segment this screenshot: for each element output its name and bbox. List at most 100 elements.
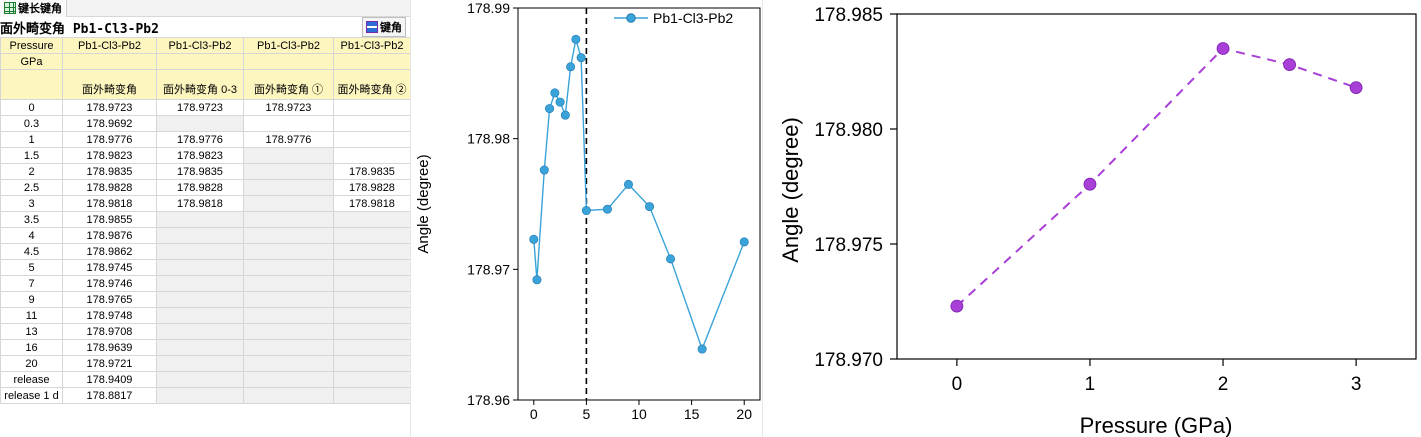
- table-cell[interactable]: 0.3: [0, 115, 63, 132]
- table-cell[interactable]: 178.9818: [156, 195, 244, 212]
- header-cell[interactable]: Pb1-Cl3-Pb2: [333, 37, 410, 54]
- table-cell[interactable]: 178.9723: [243, 99, 334, 116]
- table-cell[interactable]: [243, 243, 334, 260]
- table-cell[interactable]: [333, 131, 410, 148]
- table-cell[interactable]: [243, 115, 334, 132]
- table-cell[interactable]: 178.9692: [62, 115, 157, 132]
- table-cell[interactable]: [333, 275, 410, 292]
- table-cell[interactable]: [243, 147, 334, 164]
- table-cell[interactable]: 4: [0, 227, 63, 244]
- table-cell[interactable]: 5: [0, 259, 63, 276]
- table-cell[interactable]: [156, 323, 244, 340]
- table-cell[interactable]: 178.9723: [62, 99, 157, 116]
- table-cell[interactable]: 178.9708: [62, 323, 157, 340]
- table-cell[interactable]: 178.9823: [62, 147, 157, 164]
- table-cell[interactable]: [156, 115, 244, 132]
- table-cell[interactable]: [243, 291, 334, 308]
- table-cell[interactable]: [156, 211, 244, 228]
- table-cell[interactable]: 178.9409: [62, 371, 157, 388]
- table-cell[interactable]: 13: [0, 323, 63, 340]
- header-cell[interactable]: Pb1-Cl3-Pb2: [243, 37, 334, 54]
- table-cell[interactable]: [243, 179, 334, 196]
- table-cell[interactable]: 178.9723: [156, 99, 244, 116]
- table-cell[interactable]: [156, 371, 244, 388]
- header-cell[interactable]: GPa: [0, 53, 63, 70]
- table-cell[interactable]: 178.9828: [333, 179, 410, 196]
- table-cell[interactable]: [333, 371, 410, 388]
- table-cell[interactable]: 178.9862: [62, 243, 157, 260]
- table-cell[interactable]: [243, 323, 334, 340]
- table-cell[interactable]: [243, 259, 334, 276]
- table-cell[interactable]: [156, 291, 244, 308]
- table-cell[interactable]: 178.9721: [62, 355, 157, 372]
- header-cell[interactable]: Pressure: [0, 37, 63, 54]
- table-cell[interactable]: 178.9823: [156, 147, 244, 164]
- table-cell[interactable]: [333, 291, 410, 308]
- table-cell[interactable]: [333, 243, 410, 260]
- header-cell[interactable]: Pb1-Cl3-Pb2: [156, 37, 244, 54]
- table-cell[interactable]: 11: [0, 307, 63, 324]
- table-cell[interactable]: 178.9639: [62, 339, 157, 356]
- table-cell[interactable]: 178.9828: [62, 179, 157, 196]
- header-cell[interactable]: [62, 53, 157, 70]
- table-cell[interactable]: [156, 307, 244, 324]
- table-cell[interactable]: [156, 259, 244, 276]
- table-cell[interactable]: [333, 355, 410, 372]
- table-cell[interactable]: [333, 307, 410, 324]
- header-cell[interactable]: 面外畸变角: [62, 69, 157, 100]
- header-cell[interactable]: 面外畸变角 ①: [243, 69, 334, 100]
- table-cell[interactable]: 0: [0, 99, 63, 116]
- table-cell[interactable]: [333, 115, 410, 132]
- table-cell[interactable]: 16: [0, 339, 63, 356]
- header-cell[interactable]: 面外畸变角 0-3: [156, 69, 244, 100]
- table-cell[interactable]: 178.9855: [62, 211, 157, 228]
- table-cell[interactable]: 2.5: [0, 179, 63, 196]
- table-cell[interactable]: 178.9776: [243, 131, 334, 148]
- table-cell[interactable]: 178.9835: [62, 163, 157, 180]
- table-cell[interactable]: 1: [0, 131, 63, 148]
- table-cell[interactable]: [243, 307, 334, 324]
- table-cell[interactable]: [243, 211, 334, 228]
- table-cell[interactable]: 20: [0, 355, 63, 372]
- table-cell[interactable]: [156, 387, 244, 404]
- table-cell[interactable]: release: [0, 371, 63, 388]
- table-cell[interactable]: [243, 339, 334, 356]
- table-cell[interactable]: 178.9876: [62, 227, 157, 244]
- header-cell[interactable]: 面外畸变角 ②: [333, 69, 410, 100]
- table-cell[interactable]: [156, 275, 244, 292]
- table-cell[interactable]: 9: [0, 291, 63, 308]
- table-cell[interactable]: [333, 99, 410, 116]
- header-cell[interactable]: [156, 53, 244, 70]
- table-cell[interactable]: 178.9748: [62, 307, 157, 324]
- header-cell[interactable]: [0, 69, 63, 100]
- table-cell[interactable]: [156, 227, 244, 244]
- table-cell[interactable]: [243, 163, 334, 180]
- table-cell[interactable]: [243, 371, 334, 388]
- header-cell[interactable]: Pb1-Cl3-Pb2: [62, 37, 157, 54]
- table-cell[interactable]: [333, 387, 410, 404]
- table-cell[interactable]: 4.5: [0, 243, 63, 260]
- table-cell[interactable]: 178.9828: [156, 179, 244, 196]
- table-cell[interactable]: 178.9745: [62, 259, 157, 276]
- table-cell[interactable]: [333, 323, 410, 340]
- table-cell[interactable]: [333, 339, 410, 356]
- header-cell[interactable]: [243, 53, 334, 70]
- table-cell[interactable]: [333, 147, 410, 164]
- table-cell[interactable]: 1.5: [0, 147, 63, 164]
- table-cell[interactable]: [156, 339, 244, 356]
- table-cell[interactable]: [243, 387, 334, 404]
- table-cell[interactable]: 178.9765: [62, 291, 157, 308]
- table-cell[interactable]: 178.9776: [156, 131, 244, 148]
- table-cell[interactable]: [333, 211, 410, 228]
- table-cell[interactable]: 178.9746: [62, 275, 157, 292]
- table-cell[interactable]: [243, 195, 334, 212]
- table-cell[interactable]: 3.5: [0, 211, 63, 228]
- table-cell[interactable]: 178.9835: [333, 163, 410, 180]
- sheet-tab-bond[interactable]: 键长键角: [0, 0, 67, 17]
- table-cell[interactable]: [156, 355, 244, 372]
- table-cell[interactable]: [156, 243, 244, 260]
- table-cell[interactable]: 3: [0, 195, 63, 212]
- table-cell[interactable]: 178.9818: [333, 195, 410, 212]
- table-cell[interactable]: 178.8817: [62, 387, 157, 404]
- table-cell[interactable]: 178.9835: [156, 163, 244, 180]
